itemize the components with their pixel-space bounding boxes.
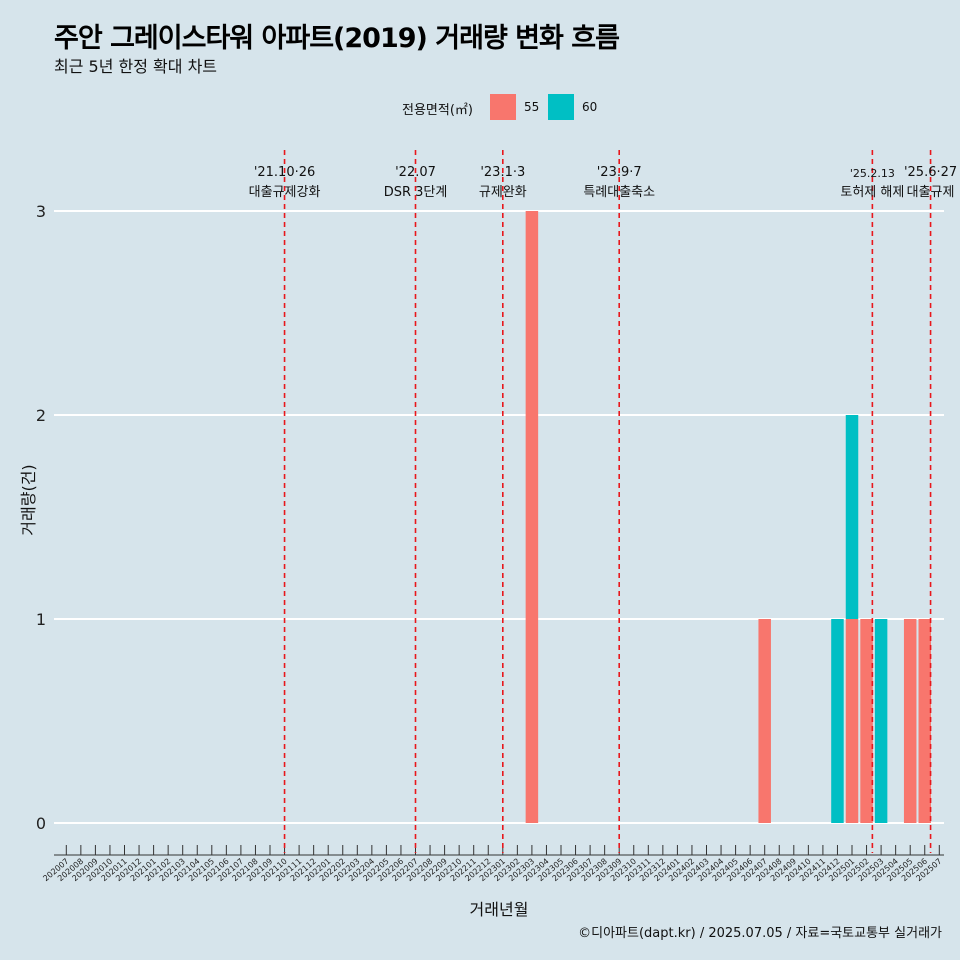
event-label-2: 규제완화 [479,185,527,200]
event-date-4: '25.2.13 [850,167,895,180]
chart-subtitle: 최근 5년 한정 확대 차트 [54,57,218,76]
bar-202506-55 [918,619,931,823]
y-axis-title: 거래량(건) [19,464,38,535]
event-date-5: '25.6·27 [904,165,957,180]
event-label-0: 대출규제강화 [249,185,321,200]
bar-202505-55 [903,619,917,823]
event-date-2: '23.1·3 [480,165,525,180]
event-date-3: '23.9·7 [597,165,642,180]
legend-title: 전용면적(㎡) [402,103,473,118]
event-label-3: 특례대출축소 [583,185,655,200]
event-label-4: 토허제 해제 [840,185,904,200]
bar-202502-55 [860,619,873,823]
bar-202501-60 [845,415,859,619]
event-label-1: DSR 3단계 [384,185,448,200]
legend-swatch-55 [490,94,516,120]
y-tick-label-1: 1 [36,610,46,629]
legend-swatch-60 [548,94,574,120]
event-label-5: 대출규제 [907,185,955,200]
legend-label-55: 55 [524,100,540,114]
legend-label-60: 60 [582,100,598,114]
legend: 전용면적(㎡) 55 60 [0,93,960,121]
bar-202501-55 [845,619,859,823]
chart-title: 주안 그레이스타워 아파트(2019) 거래량 변화 흐름 [54,23,620,54]
bar-202303-55 [525,211,539,823]
y-tick-label-2: 2 [36,406,46,425]
event-date-1: '22.07 [395,165,436,180]
source-caption: ©디아파트(dapt.kr) / 2025.07.05 / 자료=국토교통부 실… [578,926,942,941]
event-date-0: '21.10·26 [254,165,315,180]
bar-202407-55 [758,619,771,823]
x-axis-title: 거래년월 [470,900,529,919]
bar-202412-60 [831,619,844,823]
y-tick-label-3: 3 [36,202,46,221]
y-tick-label-0: 0 [36,814,46,833]
bar-202503-60 [874,619,888,823]
